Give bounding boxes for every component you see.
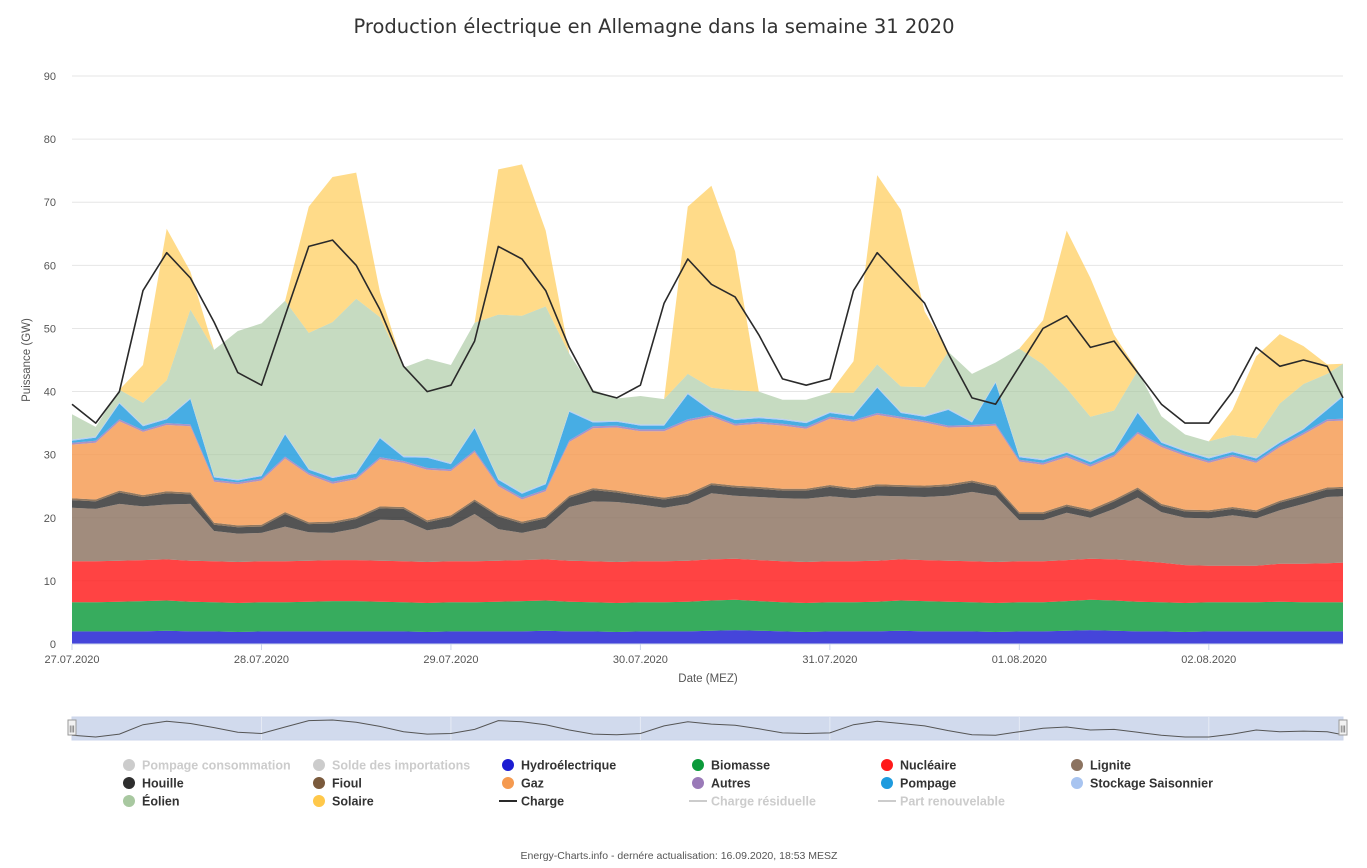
legend-circle-marker bbox=[1071, 777, 1083, 789]
legend-circle-marker bbox=[502, 777, 514, 789]
navigator[interactable]: ||| ||| bbox=[67, 716, 1348, 741]
legend-circle-marker bbox=[881, 759, 893, 771]
legend-label: Pompage consommation bbox=[142, 759, 291, 773]
navigator-handle-box[interactable] bbox=[1338, 719, 1348, 736]
legend: Pompage consommation Solde des importatio… bbox=[123, 759, 1213, 809]
y-tick-label: 30 bbox=[44, 450, 56, 462]
legend-circle-marker bbox=[502, 759, 514, 771]
area-gaz bbox=[72, 414, 1343, 526]
y-tick-label: 20 bbox=[44, 513, 56, 525]
legend-item[interactable]: Éolien bbox=[123, 794, 180, 809]
legend-item[interactable]: Autres bbox=[692, 777, 751, 791]
navigator-handle-left[interactable]: ||| bbox=[67, 719, 77, 736]
line-series bbox=[71, 239, 1344, 424]
area-solaire bbox=[72, 164, 1343, 442]
legend-item[interactable]: Solaire bbox=[313, 795, 374, 809]
legend-label: Stockage Saisonnier bbox=[1090, 777, 1213, 791]
legend-label: Solde des importations bbox=[332, 759, 470, 773]
chart-title: Production électrique en Allemagne dans … bbox=[353, 15, 954, 38]
legend-item[interactable]: Biomasse bbox=[692, 759, 770, 773]
legend-circle-marker bbox=[123, 795, 135, 807]
legend-circle-marker bbox=[1071, 759, 1083, 771]
area-nucleaire bbox=[72, 558, 1343, 603]
line-charge bbox=[71, 239, 1344, 424]
y-tick-label: 60 bbox=[44, 260, 56, 272]
legend-circle-marker bbox=[881, 777, 893, 789]
stacked-areas bbox=[72, 164, 1343, 644]
legend-item[interactable]: Houille bbox=[123, 777, 184, 791]
navigator-series bbox=[71, 719, 1344, 738]
navigator-handle-right[interactable]: ||| bbox=[1338, 719, 1348, 736]
legend-circle-marker bbox=[692, 777, 704, 789]
y-tick-label: 50 bbox=[44, 323, 56, 335]
y-tick-label: 90 bbox=[44, 71, 56, 83]
legend-label: Houille bbox=[142, 777, 184, 791]
x-tick-label: 30.07.2020 bbox=[613, 654, 668, 666]
x-tick-label: 01.08.2020 bbox=[992, 654, 1047, 666]
legend-item[interactable]: Charge résiduelle bbox=[689, 795, 816, 809]
x-tick-label: 28.07.2020 bbox=[234, 654, 289, 666]
legend-label: Charge bbox=[521, 795, 564, 809]
legend-item[interactable]: Stockage Saisonnier bbox=[1071, 777, 1213, 791]
legend-item[interactable]: Pompage consommation bbox=[123, 759, 291, 773]
area-hydro bbox=[72, 630, 1343, 644]
legend-circle-marker bbox=[692, 759, 704, 771]
legend-item[interactable]: Nucléaire bbox=[881, 759, 956, 773]
y-tick-label: 40 bbox=[44, 387, 56, 399]
y-tick-label: 10 bbox=[44, 576, 56, 588]
legend-circle-marker bbox=[313, 795, 325, 807]
legend-label: Part renouvelable bbox=[900, 795, 1005, 809]
legend-label: Biomasse bbox=[711, 759, 770, 773]
legend-label: Lignite bbox=[1090, 759, 1131, 773]
legend-item[interactable]: Part renouvelable bbox=[878, 795, 1005, 809]
legend-circle-marker bbox=[313, 777, 325, 789]
x-axis-title: Date (MEZ) bbox=[678, 673, 738, 685]
legend-item[interactable]: Fioul bbox=[313, 777, 362, 791]
legend-item[interactable]: Pompage bbox=[881, 777, 956, 791]
legend-circle-marker bbox=[313, 759, 325, 771]
y-tick-label: 80 bbox=[44, 134, 56, 146]
legend-label: Charge résiduelle bbox=[711, 795, 816, 809]
legend-label: Hydroélectrique bbox=[521, 759, 616, 773]
y-axis: 0 10 20 30 40 50 60 70 80 90 bbox=[44, 71, 56, 651]
navigator-mask bbox=[71, 716, 1344, 741]
area-houille bbox=[72, 482, 1343, 534]
area-biomasse bbox=[72, 599, 1343, 632]
legend-item[interactable]: Charge bbox=[499, 795, 564, 809]
y-tick-label: 0 bbox=[50, 639, 56, 651]
legend-item[interactable]: Solde des importations bbox=[313, 759, 470, 773]
y-tick-label: 70 bbox=[44, 197, 56, 209]
x-axis: 27.07.2020 28.07.2020 29.07.2020 30.07.2020… bbox=[44, 643, 1343, 666]
navigator-handle-grip: ||| bbox=[69, 726, 75, 733]
x-tick-label: 31.07.2020 bbox=[802, 654, 857, 666]
x-tick-label: 27.07.2020 bbox=[44, 654, 99, 666]
legend-item[interactable]: Hydroélectrique bbox=[502, 759, 616, 773]
legend-label: Éolien bbox=[142, 794, 180, 809]
y-axis-title: Puissance (GW) bbox=[21, 318, 33, 402]
navigator-handle-box[interactable] bbox=[67, 719, 77, 736]
legend-circle-marker bbox=[123, 759, 135, 771]
legend-item[interactable]: Gaz bbox=[502, 777, 544, 791]
area-lignite bbox=[72, 491, 1343, 566]
legend-item[interactable]: Lignite bbox=[1071, 759, 1131, 773]
x-tick-label: 29.07.2020 bbox=[423, 654, 478, 666]
area-eolien bbox=[72, 298, 1343, 493]
legend-label: Fioul bbox=[332, 777, 362, 791]
legend-circle-marker bbox=[123, 777, 135, 789]
legend-label: Pompage bbox=[900, 777, 956, 791]
legend-label: Gaz bbox=[521, 777, 544, 791]
legend-label: Solaire bbox=[332, 795, 374, 809]
legend-label: Autres bbox=[711, 777, 751, 791]
credits[interactable]: Energy-Charts.info - dernére actualisati… bbox=[521, 850, 839, 862]
x-tick-label: 02.08.2020 bbox=[1181, 654, 1236, 666]
navigator-handle-grip: ||| bbox=[1340, 726, 1346, 733]
legend-label: Nucléaire bbox=[900, 759, 956, 773]
